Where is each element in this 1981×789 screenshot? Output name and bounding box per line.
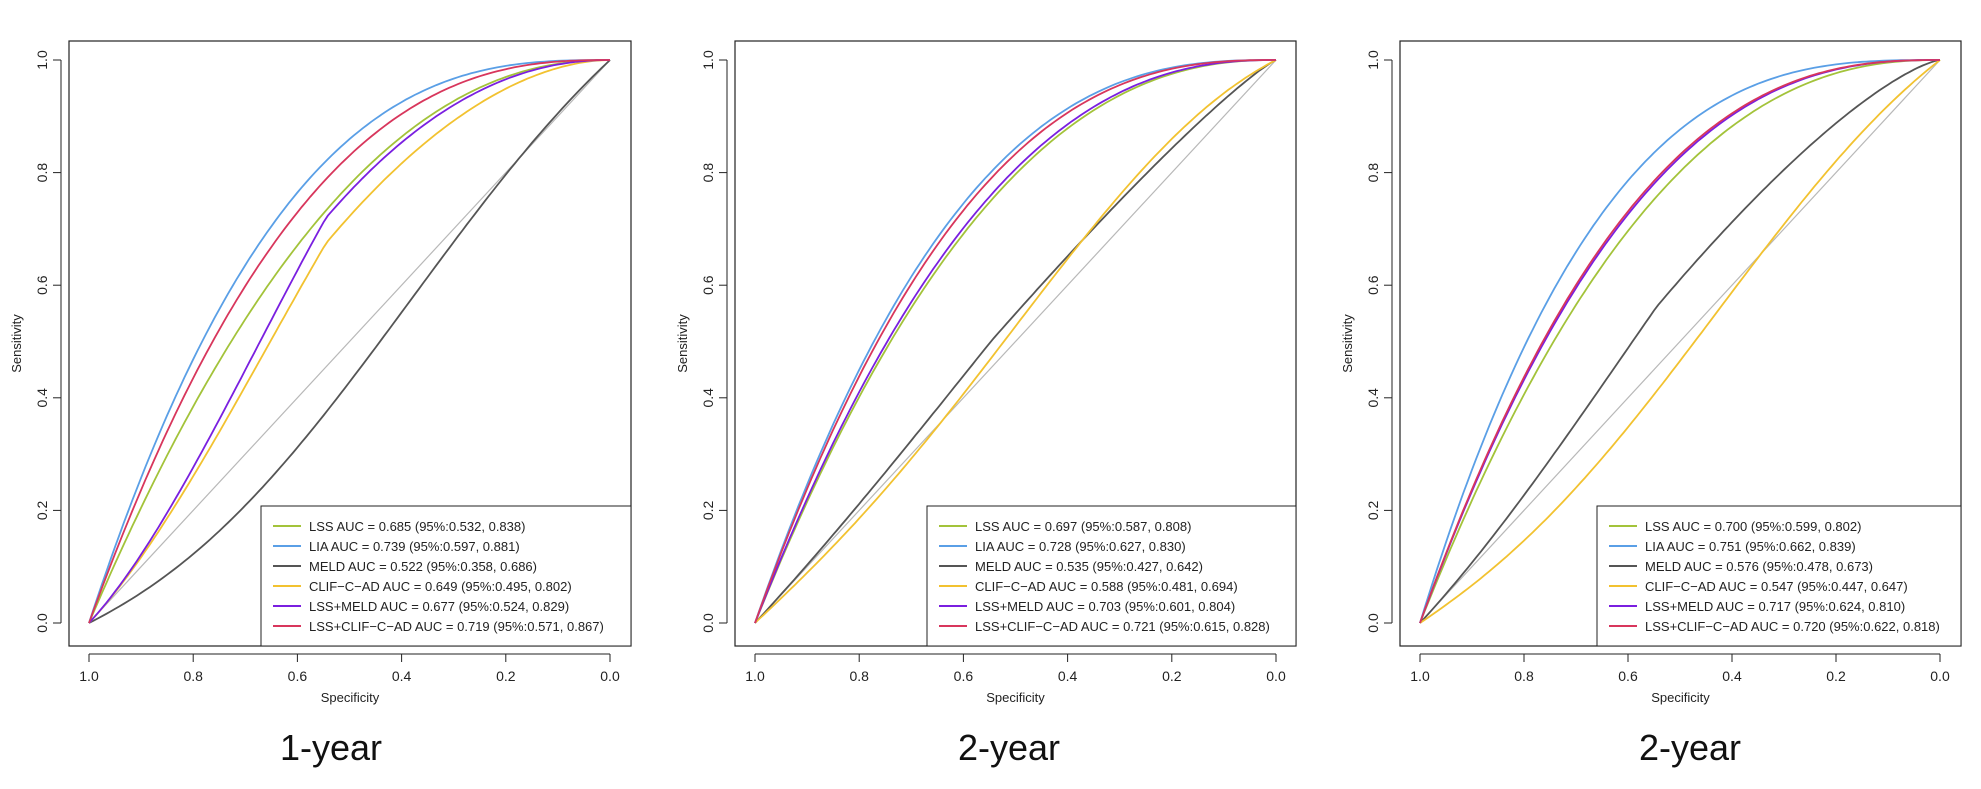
y-tick-label: 0.0 xyxy=(700,613,716,633)
x-tick-label: 0.6 xyxy=(288,668,308,684)
legend-label: LSS+CLIF−C−AD AUC = 0.719 (95%:0.571, 0.… xyxy=(309,619,604,634)
roc-curve-meld xyxy=(88,59,611,624)
y-axis-title: Sensitivity xyxy=(9,314,24,373)
roc-curve-lia xyxy=(1419,59,1940,624)
panel-caption: 2-year xyxy=(1639,727,1741,768)
roc-curve-lss xyxy=(88,59,610,624)
roc-curve-meld xyxy=(754,59,1277,624)
x-axis-title: Specificity xyxy=(1651,690,1710,705)
y-tick-label: 0.4 xyxy=(34,388,50,408)
x-tick-label: 0.2 xyxy=(496,668,516,684)
legend-label: CLIF−C−AD AUC = 0.547 (95%:0.447, 0.647) xyxy=(1645,579,1908,594)
y-tick-label: 0.0 xyxy=(34,613,50,633)
legend-label: CLIF−C−AD AUC = 0.649 (95%:0.495, 0.802) xyxy=(309,579,572,594)
legend-label: LSS+MELD AUC = 0.717 (95%:0.624, 0.810) xyxy=(1645,599,1905,614)
roc-curve-clif-c-ad xyxy=(1419,59,1941,624)
chart-panel-2: 1.0 0.8 0.6 0.4 0.2 0.0 0.0 0.2 0.4 0.6 0.8 1.0 Spec… xyxy=(675,40,1297,768)
x-tick-label: 0.4 xyxy=(1722,668,1742,684)
roc-curve-clif-c-ad xyxy=(754,59,1277,624)
x-tick-label: 0.2 xyxy=(1162,668,1182,684)
y-tick-label: 0.2 xyxy=(1365,500,1381,520)
roc-curve-meld xyxy=(1419,59,1941,624)
y-tick-label: 1.0 xyxy=(700,50,716,70)
legend-box xyxy=(1596,505,1962,647)
legend-label: LSS AUC = 0.685 (95%:0.532, 0.838) xyxy=(309,519,525,534)
x-tick-label: 0.0 xyxy=(1930,668,1950,684)
x-tick-label: 0.0 xyxy=(1266,668,1286,684)
y-tick-label: 0.4 xyxy=(700,388,716,408)
roc-curve-lia xyxy=(88,59,610,624)
x-axis-title: Specificity xyxy=(321,690,380,705)
legend-label: MELD AUC = 0.522 (95%:0.358, 0.686) xyxy=(309,559,537,574)
legend-label: LSS+CLIF−C−AD AUC = 0.721 (95%:0.615, 0.… xyxy=(975,619,1270,634)
legend-box xyxy=(926,505,1297,647)
y-tick-label: 0.8 xyxy=(34,163,50,183)
diagonal-reference-line xyxy=(754,59,1277,624)
x-tick-label: 0.8 xyxy=(183,668,203,684)
x-tick-label: 0.6 xyxy=(954,668,974,684)
x-axis-title: Specificity xyxy=(986,690,1045,705)
panel-caption: 2-year xyxy=(958,727,1060,768)
legend-label: LSS AUC = 0.700 (95%:0.599, 0.802) xyxy=(1645,519,1861,534)
legend-label: CLIF−C−AD AUC = 0.588 (95%:0.481, 0.694) xyxy=(975,579,1238,594)
y-tick-label: 0.6 xyxy=(700,275,716,295)
y-axis-title: Sensitivity xyxy=(1340,314,1355,373)
y-axis-title: Sensitivity xyxy=(675,314,690,373)
x-tick-label: 0.2 xyxy=(1826,668,1846,684)
legend-label: LIA AUC = 0.728 (95%:0.627, 0.830) xyxy=(975,539,1186,554)
y-tick-label: 0.2 xyxy=(700,500,716,520)
legend-label: LSS AUC = 0.697 (95%:0.587, 0.808) xyxy=(975,519,1191,534)
x-tick-label: 0.0 xyxy=(600,668,620,684)
roc-curve-clif-c-ad xyxy=(88,59,611,624)
panel-caption: 1-year xyxy=(280,727,382,768)
x-tick-label: 0.4 xyxy=(392,668,412,684)
diagonal-reference-line xyxy=(1419,59,1941,624)
roc-curve-lss-clif-c-ad xyxy=(1419,59,1940,624)
x-tick-label: 0.8 xyxy=(1514,668,1534,684)
roc-curve-lss-meld xyxy=(88,59,610,624)
legend-box xyxy=(260,505,632,647)
y-tick-label: 0.0 xyxy=(1365,613,1381,633)
x-tick-label: 0.4 xyxy=(1058,668,1078,684)
roc-curve-lss xyxy=(1419,59,1940,624)
x-tick-label: 1.0 xyxy=(79,668,99,684)
legend-label: LSS+MELD AUC = 0.677 (95%:0.524, 0.829) xyxy=(309,599,569,614)
x-tick-label: 0.6 xyxy=(1618,668,1638,684)
legend-label: MELD AUC = 0.535 (95%:0.427, 0.642) xyxy=(975,559,1203,574)
legend-label: LSS+MELD AUC = 0.703 (95%:0.601, 0.804) xyxy=(975,599,1235,614)
roc-curve-lss-clif-c-ad xyxy=(754,59,1276,624)
legend-label: LSS+CLIF−C−AD AUC = 0.720 (95%:0.622, 0.… xyxy=(1645,619,1940,634)
y-tick-label: 0.4 xyxy=(1365,388,1381,408)
x-tick-label: 1.0 xyxy=(745,668,765,684)
y-tick-label: 0.8 xyxy=(700,163,716,183)
y-tick-label: 0.6 xyxy=(1365,275,1381,295)
legend-label: MELD AUC = 0.576 (95%:0.478, 0.673) xyxy=(1645,559,1873,574)
roc-curve-lss-meld xyxy=(754,59,1276,624)
x-tick-label: 0.8 xyxy=(849,668,869,684)
y-tick-label: 1.0 xyxy=(34,50,50,70)
chart-panel-3: 1.0 0.8 0.6 0.4 0.2 0.0 0.0 0.2 0.4 0.6 0.8 1.0 Spec… xyxy=(1340,40,1962,768)
y-tick-label: 0.2 xyxy=(34,500,50,520)
chart-panel-1: 1.0 0.8 0.6 0.4 0.2 0.0 0.0 0.2 0.4 0.6 0.8 1.0 Spec… xyxy=(9,40,632,768)
roc-curve-lss xyxy=(754,59,1276,624)
roc-curve-lss-clif-c-ad xyxy=(88,59,610,624)
y-tick-label: 1.0 xyxy=(1365,50,1381,70)
x-tick-label: 1.0 xyxy=(1410,668,1430,684)
legend-label: LIA AUC = 0.739 (95%:0.597, 0.881) xyxy=(309,539,520,554)
legend-label: LIA AUC = 0.751 (95%:0.662, 0.839) xyxy=(1645,539,1856,554)
y-tick-label: 0.6 xyxy=(34,275,50,295)
y-tick-label: 0.8 xyxy=(1365,163,1381,183)
